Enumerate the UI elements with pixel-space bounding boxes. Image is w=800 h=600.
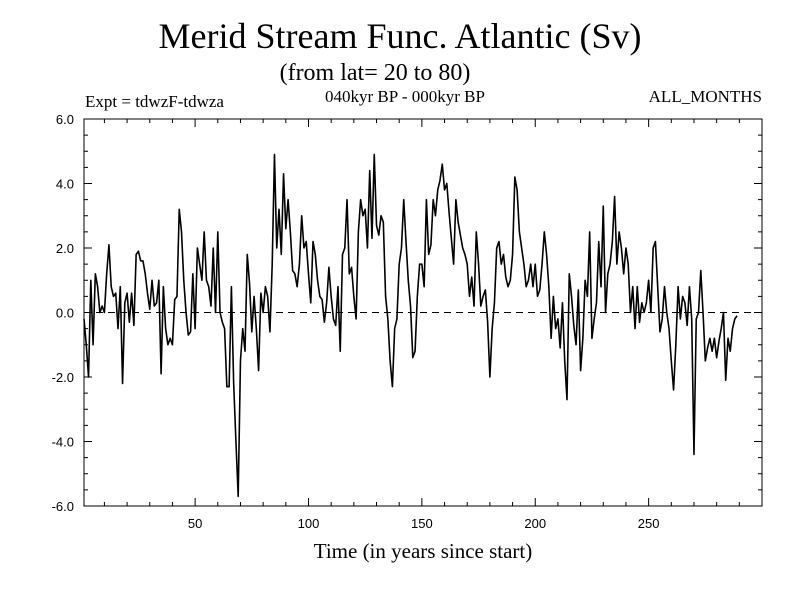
- chart-subtitle: (from lat= 20 to 80): [279, 60, 471, 86]
- x-tick-label: 200: [524, 516, 546, 531]
- months-label: ALL_MONTHS: [648, 87, 762, 106]
- x-axis-title: Time (in years since start): [314, 539, 533, 563]
- chart-title: Merid Stream Func. Atlantic (Sv): [158, 16, 642, 56]
- x-tick-label: 250: [638, 516, 660, 531]
- y-tick-label: 4.0: [56, 177, 74, 192]
- y-tick-label: -4.0: [52, 435, 74, 450]
- experiment-label: Expt = tdwzF-tdwza: [85, 92, 224, 111]
- y-tick-label: -2.0: [52, 370, 74, 385]
- y-tick-label: 6.0: [56, 112, 74, 127]
- y-tick-label: 2.0: [56, 241, 74, 256]
- x-tick-label: 100: [298, 516, 320, 531]
- period-label: 040kyr BP - 000kyr BP: [325, 87, 485, 106]
- axis-ticks: [84, 118, 762, 507]
- y-tick-label: 0.0: [56, 306, 74, 321]
- axis-tick-labels: -6.0 -4.0 -2.0 0.0 2.0 4.0 6.0 50 100 150 200 250: [52, 112, 660, 531]
- x-tick-label: 150: [411, 516, 433, 531]
- x-tick-label: 50: [188, 516, 202, 531]
- y-tick-label: -6.0: [52, 499, 74, 514]
- series-line: [83, 153, 738, 498]
